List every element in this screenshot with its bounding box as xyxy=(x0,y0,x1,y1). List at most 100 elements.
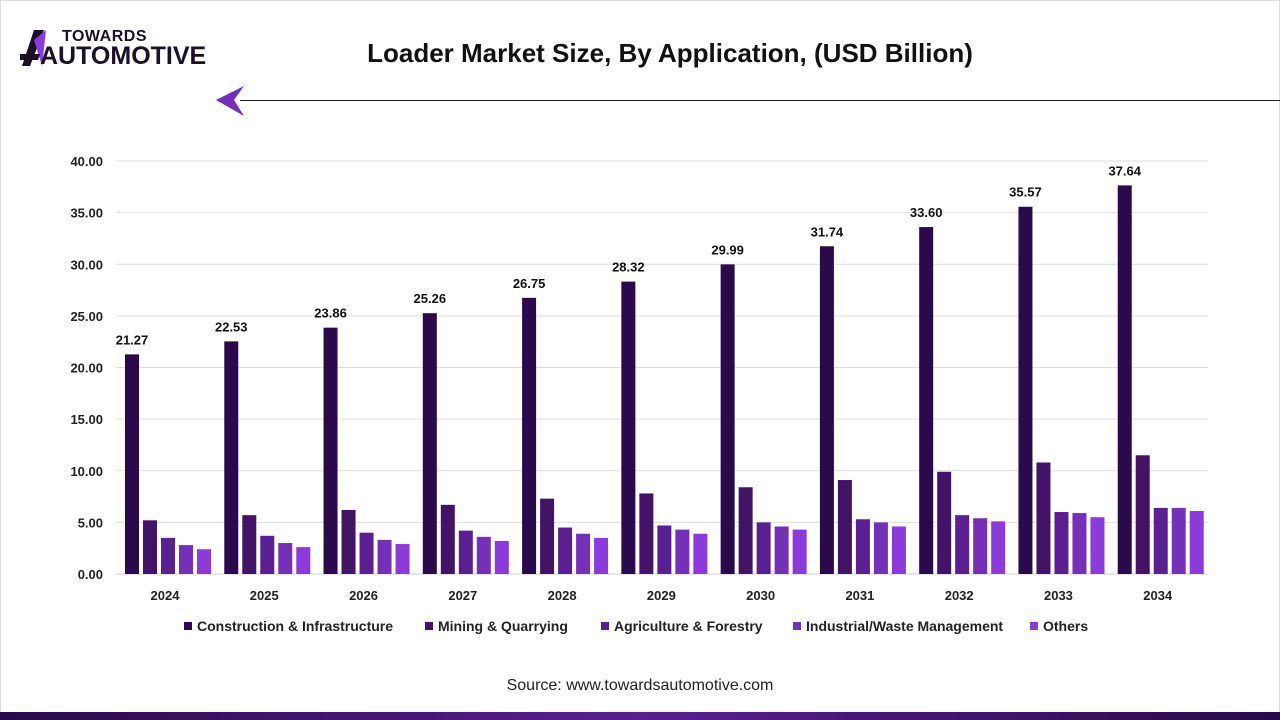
x-tick-label: 2025 xyxy=(250,588,279,603)
bar-4 xyxy=(576,533,591,574)
bar-3 xyxy=(1054,512,1069,574)
y-tick-label: 20.00 xyxy=(70,361,103,376)
legend-swatch xyxy=(1030,622,1038,630)
data-label: 25.26 xyxy=(414,291,447,306)
data-label: 37.64 xyxy=(1108,163,1141,178)
bar-5 xyxy=(891,526,906,574)
brand-line1: TOWARDS xyxy=(62,28,147,45)
brand-line2: AUTOMOTIVE xyxy=(40,42,207,70)
y-tick-label: 40.00 xyxy=(70,154,103,169)
bar-3 xyxy=(955,515,970,574)
bar-5 xyxy=(792,529,807,574)
bar-1 xyxy=(720,264,735,574)
bar-4 xyxy=(774,526,789,574)
data-label: 31.74 xyxy=(811,224,844,239)
bar-4 xyxy=(476,536,491,574)
bar-3 xyxy=(359,532,374,574)
y-tick-label: 25.00 xyxy=(70,309,103,324)
legend-swatch xyxy=(425,622,433,630)
legend-item: Mining & Quarrying xyxy=(438,618,568,634)
bar-5 xyxy=(693,533,708,574)
bar-2 xyxy=(837,480,852,574)
bar-1 xyxy=(522,297,537,574)
bar-5 xyxy=(1090,517,1105,574)
y-tick-label: 0.00 xyxy=(78,567,103,582)
x-tick-label: 2033 xyxy=(1044,588,1073,603)
data-label: 29.99 xyxy=(711,242,744,257)
bar-4 xyxy=(278,543,293,574)
bar-1 xyxy=(125,354,139,574)
data-label: 35.57 xyxy=(1009,185,1042,200)
bar-2 xyxy=(937,471,952,574)
bar-3 xyxy=(855,519,870,574)
bar-2 xyxy=(1135,455,1150,574)
bar-1 xyxy=(1117,185,1132,574)
x-tick-label: 2028 xyxy=(548,588,577,603)
source-note: Source: www.towardsautomotive.com xyxy=(506,677,774,694)
bar-2 xyxy=(143,520,157,574)
x-tick-label: 2032 xyxy=(945,588,974,603)
x-tick-label: 2034 xyxy=(1143,588,1173,603)
bar-4 xyxy=(1072,513,1087,574)
bar-4 xyxy=(873,522,888,574)
y-tick-label: 35.00 xyxy=(70,206,103,221)
y-tick-label: 5.00 xyxy=(78,515,103,530)
bar-3 xyxy=(657,525,672,574)
bar-2 xyxy=(1036,462,1051,574)
x-tick-label: 2030 xyxy=(746,588,775,603)
bar-3 xyxy=(558,527,573,574)
bar-5 xyxy=(991,521,1006,574)
bar-4 xyxy=(973,518,988,574)
legend-swatch xyxy=(184,622,192,630)
bar-5 xyxy=(197,549,211,574)
legend-item: Agriculture & Forestry xyxy=(614,618,763,634)
bar-5 xyxy=(395,544,410,574)
legend-item: Industrial/Waste Management xyxy=(806,618,1003,634)
data-label: 33.60 xyxy=(910,205,943,220)
bar-2 xyxy=(242,515,257,574)
bar-2 xyxy=(540,498,555,574)
bar-1 xyxy=(1018,206,1033,574)
legend-swatch xyxy=(601,622,609,630)
data-label: 23.86 xyxy=(314,306,347,321)
bar-3 xyxy=(1153,507,1168,574)
bar-5 xyxy=(1189,511,1204,574)
y-tick-label: 15.00 xyxy=(70,412,103,427)
x-tick-label: 2027 xyxy=(448,588,477,603)
data-label: 21.27 xyxy=(116,332,149,347)
bar-3 xyxy=(161,537,175,574)
bar-3 xyxy=(756,522,771,574)
legend-item: Construction & Infrastructure xyxy=(197,618,393,634)
data-label: 26.75 xyxy=(513,276,546,291)
bar-5 xyxy=(594,537,609,574)
x-tick-label: 2026 xyxy=(349,588,378,603)
bar-3 xyxy=(458,530,473,574)
bar-1 xyxy=(224,341,239,574)
logo-mark-icon xyxy=(20,30,46,66)
data-label: 28.32 xyxy=(612,260,645,275)
bar-2 xyxy=(639,493,654,574)
data-label: 22.53 xyxy=(215,319,248,334)
bar-1 xyxy=(919,227,934,574)
bar-1 xyxy=(422,313,437,574)
bar-1 xyxy=(323,327,338,574)
bar-4 xyxy=(675,529,690,574)
legend-swatch xyxy=(793,622,801,630)
chart-title: Loader Market Size, By Application, (USD… xyxy=(367,38,973,68)
bar-4 xyxy=(377,539,392,574)
divider xyxy=(240,100,1280,101)
bar-2 xyxy=(341,509,356,574)
bar-5 xyxy=(494,540,509,574)
arrow-left-icon xyxy=(216,86,244,116)
x-tick-label: 2029 xyxy=(647,588,676,603)
bar-5 xyxy=(296,547,311,574)
bar-2 xyxy=(440,504,455,574)
bar-4 xyxy=(1171,507,1186,574)
y-tick-label: 10.00 xyxy=(70,464,103,479)
bar-2 xyxy=(738,487,753,574)
bar-3 xyxy=(260,535,275,574)
bottom-band xyxy=(0,712,1280,720)
y-tick-label: 30.00 xyxy=(70,257,103,272)
x-tick-label: 2024 xyxy=(151,588,181,603)
